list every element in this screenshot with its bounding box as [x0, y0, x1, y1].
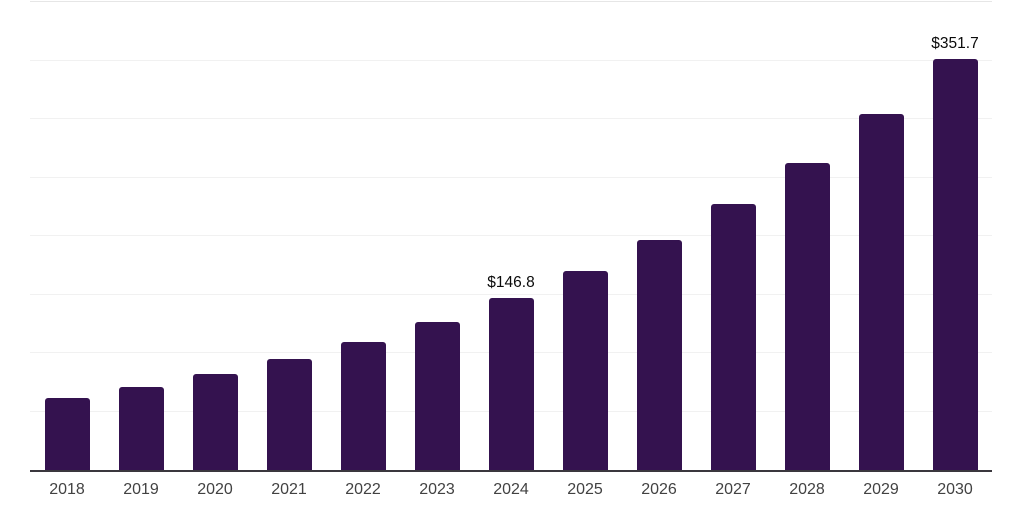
- x-tick-2024: 2024: [493, 481, 529, 498]
- bar-2021: [266, 359, 312, 470]
- gridline-300: [30, 118, 992, 119]
- bar-slot-2022: [326, 2, 400, 470]
- x-tick-2028: 2028: [789, 481, 825, 498]
- bar-value-label-2024: $146.8: [487, 274, 535, 292]
- x-tick-2019: 2019: [123, 481, 159, 498]
- bar-2023: [414, 321, 460, 470]
- x-tick-2027: 2027: [715, 481, 751, 498]
- bar-value-label-2030: $351.7: [931, 34, 979, 52]
- x-tick-2023: 2023: [419, 481, 455, 498]
- bar-2020: [192, 374, 238, 470]
- bars: $146.8 $351.7: [30, 2, 992, 470]
- bar-2019: [118, 387, 164, 470]
- x-axis-labels: 2018 2019 2020 2021 2022 2023 2024 2025 2026 2027…: [30, 480, 992, 500]
- bar-2030: $351.7: [931, 35, 979, 470]
- gridline-150: [30, 293, 992, 295]
- bar-2024: $146.8: [487, 274, 535, 470]
- bar-2028: [784, 162, 830, 470]
- x-tick-2030: 2030: [937, 481, 973, 498]
- x-tick-2021: 2021: [271, 481, 307, 498]
- bar-2022: [340, 341, 386, 470]
- bar-slot-2019: [104, 2, 178, 470]
- bar-slot-2026: [622, 2, 696, 470]
- bar-slot-2024: $146.8: [474, 2, 548, 470]
- gridline-250: [30, 176, 992, 178]
- bar-slot-2018: [30, 2, 104, 470]
- bar-2029: [858, 114, 904, 470]
- bar-slot-2029: [844, 2, 918, 470]
- bar-slot-2030: $351.7: [918, 2, 992, 470]
- gridline-200: [30, 235, 992, 236]
- x-tick-2029: 2029: [863, 481, 899, 498]
- x-tick-2020: 2020: [197, 481, 233, 498]
- plot-area: $146.8 $351.7: [30, 1, 992, 472]
- bar-2027: [710, 204, 756, 470]
- bar-slot-2020: [178, 2, 252, 470]
- bar-2026: [636, 240, 682, 470]
- bar-slot-2025: [548, 2, 622, 470]
- x-tick-2026: 2026: [641, 481, 677, 498]
- bar-slot-2027: [696, 2, 770, 470]
- gridline-400: [30, 1, 992, 2]
- x-tick-2018: 2018: [49, 481, 85, 498]
- gridline-350: [30, 59, 992, 61]
- bar-2018: [44, 398, 90, 470]
- bar-slot-2023: [400, 2, 474, 470]
- bar-slot-2021: [252, 2, 326, 470]
- x-tick-2022: 2022: [345, 481, 381, 498]
- x-tick-2025: 2025: [567, 481, 603, 498]
- bar-2025: [562, 271, 608, 470]
- bar-slot-2028: [770, 2, 844, 470]
